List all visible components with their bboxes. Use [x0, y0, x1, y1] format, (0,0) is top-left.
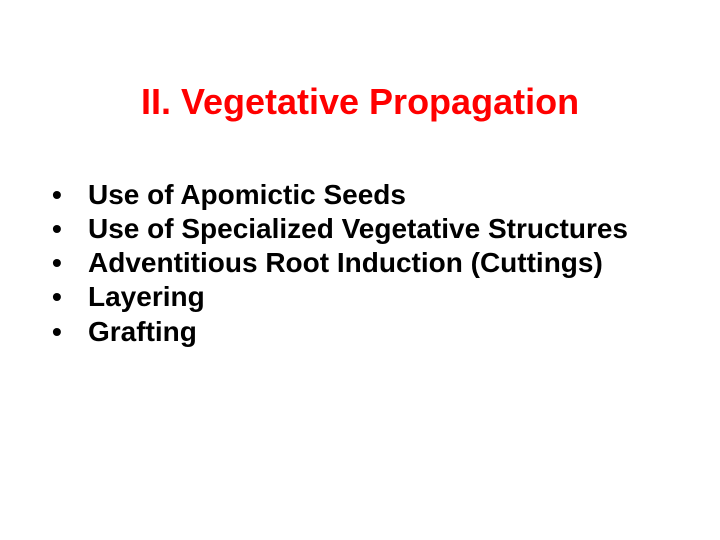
slide: II. Vegetative Propagation • Use of Apom… — [0, 0, 720, 540]
bullet-text: Use of Specialized Vegetative Structures — [88, 212, 680, 246]
bullet-text: Grafting — [88, 315, 680, 349]
bullet-text: Use of Apomictic Seeds — [88, 178, 680, 212]
bullet-icon: • — [52, 280, 88, 314]
bullet-icon: • — [52, 178, 88, 212]
bullet-text: Adventitious Root Induction (Cuttings) — [88, 246, 680, 280]
bullet-list: • Use of Apomictic Seeds • Use of Specia… — [52, 178, 680, 349]
slide-title: II. Vegetative Propagation — [0, 82, 720, 122]
list-item: • Use of Apomictic Seeds — [52, 178, 680, 212]
list-item: • Adventitious Root Induction (Cuttings) — [52, 246, 680, 280]
bullet-icon: • — [52, 212, 88, 246]
list-item: • Use of Specialized Vegetative Structur… — [52, 212, 680, 246]
bullet-icon: • — [52, 246, 88, 280]
bullet-icon: • — [52, 315, 88, 349]
list-item: • Layering — [52, 280, 680, 314]
bullet-text: Layering — [88, 280, 680, 314]
list-item: • Grafting — [52, 315, 680, 349]
